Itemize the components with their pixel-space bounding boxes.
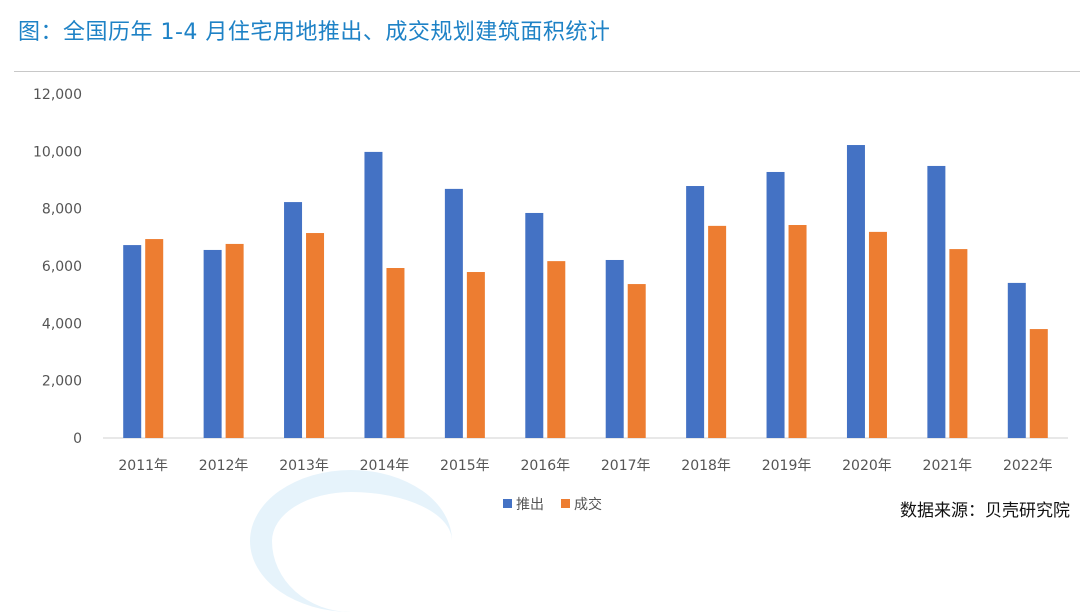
x-tick-label: 2012年 (199, 458, 249, 474)
bar-launched-2018年 (686, 186, 705, 438)
bar-sold-2022年 (1029, 329, 1048, 438)
legend-label-1: 成交 (574, 496, 602, 513)
bar-launched-2022年 (1007, 282, 1026, 438)
bar-sold-2013年 (306, 233, 325, 438)
x-tick-label: 2019年 (762, 458, 812, 474)
bar-sold-2012年 (225, 243, 244, 438)
y-tick-label: 10,000 (33, 144, 82, 160)
bar-launched-2011年 (123, 245, 142, 438)
bar-sold-2014年 (386, 268, 405, 438)
x-tick-label: 2017年 (601, 458, 651, 474)
bar-sold-2011年 (145, 239, 164, 438)
y-tick-label: 6,000 (42, 259, 82, 275)
y-tick-label: 4,000 (42, 316, 82, 332)
bar-launched-2020年 (846, 145, 865, 438)
bar-sold-2015年 (466, 272, 485, 438)
x-tick-label: 2020年 (842, 458, 892, 474)
x-tick-label: 2016年 (520, 458, 570, 474)
source-note: 数据来源：贝壳研究院 (900, 501, 1070, 521)
x-tick-label: 2011年 (118, 458, 168, 474)
y-tick-label: 12,000 (33, 87, 82, 103)
y-tick-label: 2,000 (42, 374, 82, 390)
x-tick-label: 2015年 (440, 458, 490, 474)
bar-chart: 0 2,000 4,000 6,000 8,000 10,000 12,000 2011年 20… (33, 87, 1068, 513)
x-tick-label: 2014年 (360, 458, 410, 474)
y-tick-label: 8,000 (42, 202, 82, 218)
x-tick-label: 2013年 (279, 458, 329, 474)
bar-launched-2015年 (444, 188, 463, 438)
bar-sold-2018年 (708, 225, 727, 438)
bar-sold-2021年 (949, 249, 968, 438)
bar-launched-2021年 (927, 165, 946, 438)
bar-launched-2019年 (766, 171, 785, 438)
x-tick-label: 2022年 (1003, 458, 1053, 474)
legend-swatch-0 (503, 499, 512, 508)
bar-launched-2014年 (364, 151, 383, 438)
x-tick-label: 2021年 (923, 458, 973, 474)
y-tick-label: 0 (73, 431, 82, 447)
bar-sold-2017年 (627, 284, 646, 438)
x-tick-label: 2018年 (681, 458, 731, 474)
bar-sold-2019年 (788, 225, 807, 438)
legend-label-0: 推出 (516, 497, 544, 513)
title-divider (14, 71, 1080, 72)
bar-launched-2017年 (605, 259, 624, 438)
bar-launched-2012年 (203, 249, 222, 438)
legend-swatch-1 (561, 499, 570, 508)
bar-launched-2016年 (525, 212, 544, 438)
bar-sold-2016年 (547, 261, 566, 438)
chart-title: 图：全国历年 1-4 月住宅用地推出、成交规划建筑面积统计 (18, 20, 611, 45)
bar-sold-2020年 (868, 231, 887, 438)
bar-launched-2013年 (284, 202, 303, 438)
